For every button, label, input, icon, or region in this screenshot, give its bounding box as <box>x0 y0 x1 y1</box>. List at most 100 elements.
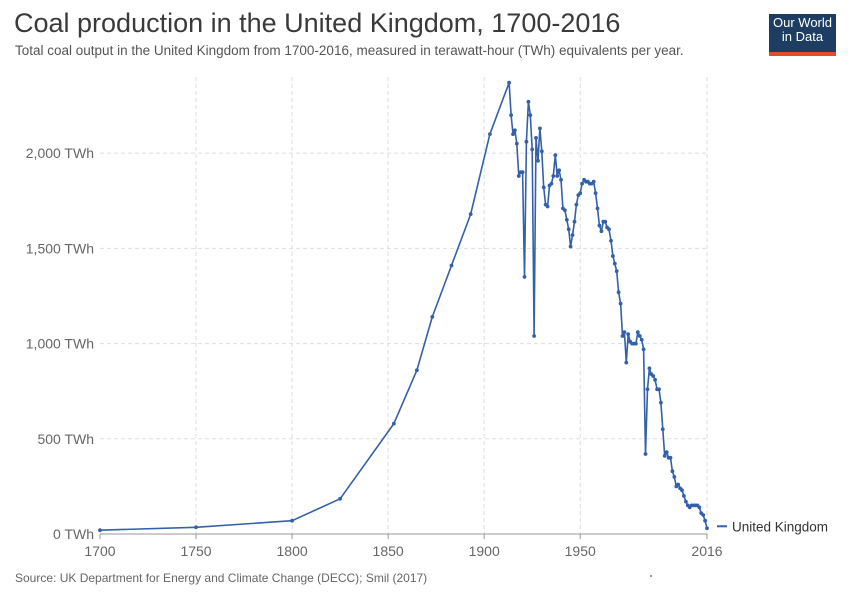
data-point[interactable] <box>705 526 709 531</box>
data-point[interactable] <box>513 128 517 133</box>
data-point[interactable] <box>553 153 558 158</box>
data-point[interactable] <box>538 126 542 131</box>
data-point[interactable] <box>676 482 681 487</box>
data-point[interactable] <box>614 269 619 274</box>
series-line[interactable] <box>99 81 708 531</box>
data-point[interactable] <box>539 149 544 154</box>
data-point[interactable] <box>624 360 629 365</box>
data-point[interactable] <box>528 113 533 117</box>
data-point[interactable] <box>566 227 571 232</box>
data-point[interactable] <box>682 494 686 498</box>
data-point[interactable] <box>559 177 563 182</box>
y-tick-label: 2,000 TWh <box>26 145 94 161</box>
data-point[interactable] <box>684 499 688 504</box>
legend-label[interactable]: United Kingdom <box>732 519 828 534</box>
legend[interactable]: United Kingdom <box>717 519 828 534</box>
data-point[interactable] <box>593 191 598 196</box>
data-point[interactable] <box>653 377 657 382</box>
data-point[interactable] <box>415 368 419 373</box>
data-point[interactable] <box>488 132 492 137</box>
data-point[interactable] <box>580 181 584 186</box>
data-point[interactable] <box>660 427 665 432</box>
data-point[interactable] <box>634 341 638 346</box>
data-point[interactable] <box>570 233 575 237</box>
y-tick-label: 500 TWh <box>37 431 94 447</box>
data-point[interactable] <box>639 337 644 342</box>
data-point[interactable] <box>612 261 617 266</box>
data-point[interactable] <box>557 168 561 173</box>
data-point[interactable] <box>526 99 531 104</box>
data-point[interactable] <box>637 334 642 338</box>
data-point[interactable] <box>532 334 536 338</box>
data-point[interactable] <box>607 227 611 232</box>
data-point[interactable] <box>697 505 702 510</box>
data-point[interactable] <box>290 518 294 523</box>
data-point[interactable] <box>635 330 640 335</box>
data-point[interactable] <box>524 139 529 144</box>
data-point[interactable] <box>622 330 627 335</box>
data-point[interactable] <box>551 174 556 178</box>
data-point[interactable] <box>701 513 706 517</box>
our-world-in-data-logo[interactable]: Our World in Data <box>769 14 836 56</box>
data-point[interactable] <box>611 254 615 258</box>
data-point[interactable] <box>670 469 675 474</box>
data-point[interactable] <box>620 334 625 338</box>
data-point[interactable] <box>645 387 650 392</box>
data-point[interactable] <box>595 206 600 211</box>
data-point[interactable] <box>468 212 473 217</box>
data-point[interactable] <box>572 219 577 224</box>
data-point[interactable] <box>536 158 540 163</box>
data-point[interactable] <box>534 136 538 140</box>
data-point[interactable] <box>578 191 583 196</box>
data-point[interactable] <box>597 223 602 228</box>
data-point[interactable] <box>641 347 646 352</box>
data-point[interactable] <box>680 488 684 493</box>
data-point[interactable] <box>555 174 560 178</box>
data-point[interactable] <box>668 455 673 460</box>
data-point[interactable] <box>568 244 573 249</box>
data-point[interactable] <box>549 181 554 186</box>
data-point[interactable] <box>599 229 604 234</box>
data-point[interactable] <box>591 179 596 184</box>
x-tick-label: 1950 <box>565 543 596 559</box>
data-point[interactable] <box>703 518 707 523</box>
data-point[interactable] <box>609 238 613 243</box>
data-point[interactable] <box>603 219 608 224</box>
y-tick-label: 0 TWh <box>53 526 94 542</box>
data-point[interactable] <box>662 454 667 458</box>
data-point[interactable] <box>563 208 567 213</box>
data-point[interactable] <box>522 275 527 279</box>
data-point[interactable] <box>657 387 661 392</box>
data-point[interactable] <box>626 332 631 336</box>
data-point[interactable] <box>507 80 511 85</box>
data-point[interactable] <box>530 147 535 152</box>
x-tick-label: 2016 <box>691 543 722 559</box>
data-point[interactable] <box>520 170 525 175</box>
data-point[interactable] <box>541 185 546 190</box>
x-tick-label: 1850 <box>373 543 404 559</box>
data-point[interactable] <box>672 475 677 479</box>
data-point[interactable] <box>509 113 513 117</box>
data-point[interactable] <box>430 315 435 319</box>
data-point[interactable] <box>516 174 521 178</box>
data-point[interactable] <box>659 400 663 405</box>
data-point[interactable] <box>194 525 198 530</box>
data-point[interactable] <box>545 204 550 209</box>
data-point[interactable] <box>449 263 454 268</box>
data-point[interactable] <box>564 217 569 222</box>
data-point[interactable] <box>511 132 515 137</box>
data-point[interactable] <box>643 452 648 456</box>
data-point[interactable] <box>338 496 342 501</box>
logo-line-1: Our World <box>773 15 832 30</box>
data-point[interactable] <box>647 366 652 371</box>
data-point[interactable] <box>392 421 396 426</box>
data-point[interactable] <box>514 141 519 146</box>
data-point[interactable] <box>651 374 656 378</box>
grid-lines <box>100 77 708 534</box>
footer-dot <box>650 575 652 577</box>
data-point[interactable] <box>98 528 102 533</box>
data-point[interactable] <box>574 202 579 207</box>
data-point[interactable] <box>618 301 623 306</box>
data-point[interactable] <box>664 450 669 454</box>
data-point[interactable] <box>616 290 621 295</box>
